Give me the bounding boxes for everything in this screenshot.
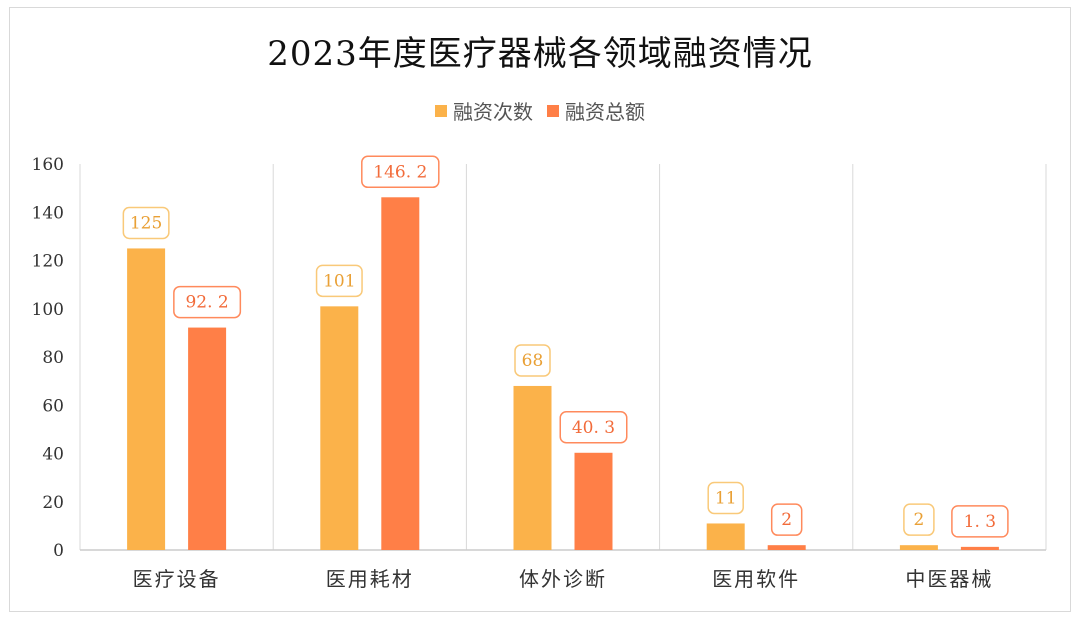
bar-amount-2 <box>574 452 613 550</box>
y-tick-label: 0 <box>53 541 64 561</box>
bar-count-1 <box>320 306 359 550</box>
y-tick-label: 80 <box>42 348 64 368</box>
bar-count-0 <box>127 248 166 550</box>
legend-label-series-1: 融资次数 <box>453 100 533 124</box>
legend-item-series-2: 融资总额 <box>547 96 645 125</box>
bar-count-3 <box>706 523 745 550</box>
bar-count-2 <box>513 385 552 550</box>
legend-item-series-1: 融资次数 <box>435 96 533 125</box>
legend-label-series-2: 融资总额 <box>565 100 645 124</box>
y-tick-label: 100 <box>32 300 64 320</box>
data-label-box <box>951 505 1009 538</box>
legend: 融资次数 融资总额 <box>0 96 1080 125</box>
bar-amount-1 <box>381 197 420 551</box>
bar-count-4 <box>899 545 938 550</box>
y-tick-label: 40 <box>42 445 64 465</box>
y-tick-label: 60 <box>42 396 64 416</box>
data-label: 92. 2 <box>185 293 228 313</box>
y-tick-label: 20 <box>42 493 64 513</box>
bar-amount-0 <box>188 327 227 550</box>
data-label-box <box>707 481 744 515</box>
data-label: 125 <box>130 213 162 233</box>
data-label: 146. 2 <box>373 162 427 182</box>
y-tick-label: 160 <box>32 155 64 175</box>
data-label: 101 <box>323 271 355 291</box>
x-tick-label: 体外诊断 <box>519 567 607 591</box>
chart-title: 2023年度医疗器械各领域融资情况 <box>267 34 813 74</box>
x-tick-label: 医疗设备 <box>133 567 221 591</box>
data-label-box <box>315 264 363 298</box>
bar-amount-4 <box>960 546 999 550</box>
data-label-box <box>173 285 242 319</box>
legend-swatch-series-2 <box>547 104 559 117</box>
x-tick-label: 医用耗材 <box>326 567 414 591</box>
data-label-box <box>122 206 170 240</box>
data-label-box <box>903 503 935 536</box>
data-label: 68 <box>522 351 544 371</box>
data-label: 1. 3 <box>964 512 996 532</box>
data-label: 2 <box>781 510 792 530</box>
data-label-box <box>559 411 628 444</box>
legend-swatch-series-1 <box>435 104 447 117</box>
data-label: 40. 3 <box>572 418 615 438</box>
x-tick-label: 中医器械 <box>905 567 993 591</box>
data-label: 2 <box>913 510 924 530</box>
y-tick-label: 140 <box>32 203 64 223</box>
data-label-box <box>361 155 440 189</box>
data-label-box <box>770 503 803 536</box>
data-label-box <box>514 344 551 377</box>
data-label: 11 <box>715 488 737 508</box>
x-tick-label: 医用软件 <box>712 567 800 591</box>
y-tick-label: 120 <box>32 252 64 272</box>
bar-amount-3 <box>767 545 806 550</box>
